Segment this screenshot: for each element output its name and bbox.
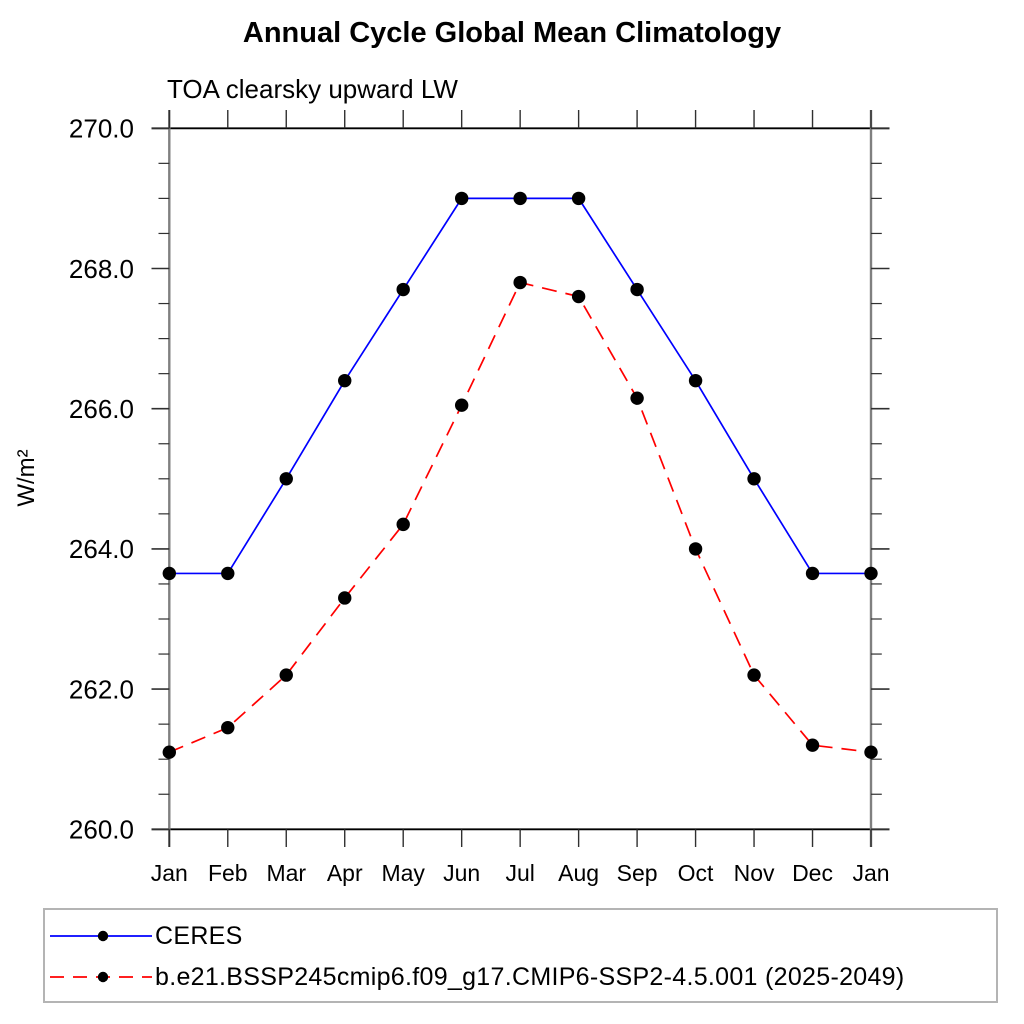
series-line bbox=[168, 281, 872, 754]
data-point-marker bbox=[513, 275, 527, 290]
legend-marker-model bbox=[97, 971, 109, 983]
legend-item-ceres: CERES bbox=[48, 921, 243, 950]
y-tick-label: 266.0 bbox=[69, 394, 134, 424]
data-point-marker bbox=[221, 720, 235, 735]
data-point-marker bbox=[221, 566, 235, 581]
chart-subtitle: TOA clearsky upward LW bbox=[167, 74, 458, 104]
x-tick-labels: Jan Feb Mar Apr May Jun Jul Aug Sep Oct Nov Dec Jan bbox=[151, 860, 890, 886]
data-point-marker bbox=[338, 591, 352, 605]
x-tick-label: Jan bbox=[151, 860, 188, 886]
data-point-marker bbox=[396, 517, 410, 532]
data-point-marker bbox=[162, 745, 176, 759]
y-axis-title: W/m² bbox=[13, 449, 40, 506]
legend-item-model: b.e21.BSSP245cmip6.f09_g17.CMIP6-SSP2-4.… bbox=[48, 962, 905, 991]
legend-label-ceres: CERES bbox=[155, 921, 243, 950]
x-tick-label: Aug bbox=[558, 860, 599, 886]
x-tick-label: Oct bbox=[678, 860, 714, 886]
data-point-marker bbox=[630, 282, 644, 297]
data-point-marker bbox=[162, 566, 176, 581]
x-tick-label: Dec bbox=[792, 860, 833, 886]
y-tick-label: 270.0 bbox=[69, 114, 134, 144]
data-point-marker bbox=[279, 668, 293, 682]
x-tick-label: Jun bbox=[443, 860, 480, 886]
data-point-marker bbox=[805, 566, 820, 581]
y-tick-label: 260.0 bbox=[69, 815, 134, 845]
data-point-marker bbox=[864, 566, 878, 581]
x-ticks bbox=[168, 110, 872, 847]
y-tick-label: 262.0 bbox=[69, 674, 134, 704]
series-ceres bbox=[162, 191, 878, 581]
x-tick-label: May bbox=[381, 860, 425, 886]
y-tick-label: 268.0 bbox=[69, 254, 134, 284]
data-point-marker bbox=[279, 472, 293, 486]
x-tick-label: Apr bbox=[327, 860, 363, 886]
data-point-marker bbox=[864, 745, 878, 759]
y-major-ticks bbox=[151, 127, 890, 831]
legend-sample-model bbox=[50, 971, 152, 983]
data-point-marker bbox=[747, 668, 761, 682]
data-point-marker bbox=[571, 191, 586, 206]
legend-box: CERES b.e21.BSSP245cmip6.f09_g17.CMIP6-S… bbox=[43, 908, 998, 1003]
legend-label-model: b.e21.BSSP245cmip6.f09_g17.CMIP6-SSP2-4.… bbox=[155, 962, 905, 991]
data-point-marker bbox=[747, 472, 761, 486]
axes bbox=[151, 110, 890, 847]
x-tick-label: Jan bbox=[852, 860, 889, 886]
data-point-marker bbox=[688, 373, 703, 388]
y-minor-ticks bbox=[158, 162, 882, 795]
data-point-marker bbox=[571, 289, 586, 304]
data-point-marker bbox=[630, 391, 644, 405]
x-tick-label: Nov bbox=[734, 860, 775, 886]
series-model bbox=[162, 275, 878, 759]
chart-title: Annual Cycle Global Mean Climatology bbox=[242, 17, 782, 49]
data-point-marker bbox=[338, 373, 352, 388]
x-tick-label: Feb bbox=[208, 860, 248, 886]
y-tick-labels: 260.0 262.0 264.0 266.0 268.0 270.0 bbox=[69, 114, 134, 845]
x-tick-label: Jul bbox=[505, 860, 534, 886]
data-point-marker bbox=[805, 738, 820, 752]
x-tick-label: Mar bbox=[266, 860, 306, 886]
legend-marker-ceres bbox=[97, 930, 109, 942]
legend-sample-ceres bbox=[50, 930, 152, 942]
data-point-marker bbox=[513, 191, 527, 206]
x-tick-label: Sep bbox=[617, 860, 658, 886]
data-point-marker bbox=[454, 191, 469, 206]
series-line bbox=[169, 197, 871, 575]
y-tick-label: 264.0 bbox=[69, 534, 134, 564]
data-point-marker bbox=[688, 542, 703, 556]
data-point-marker bbox=[454, 398, 469, 412]
data-point-marker bbox=[396, 282, 410, 297]
